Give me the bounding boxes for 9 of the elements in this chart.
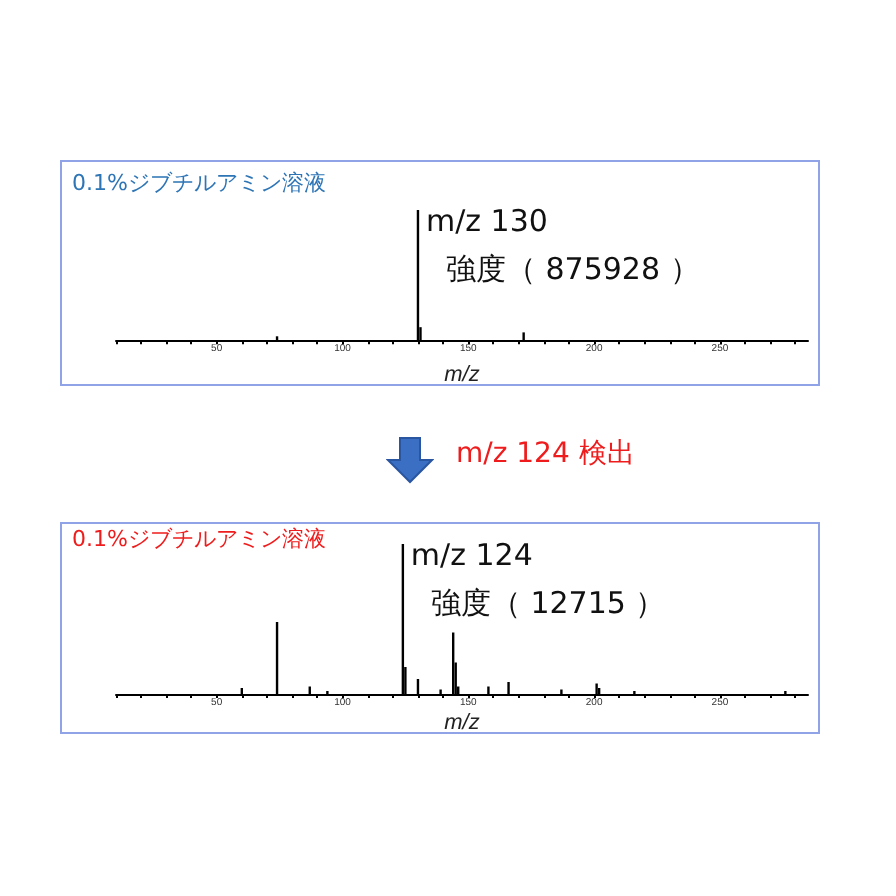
chart-subtitle: 0.1%ジブチルアミン溶液: [72, 170, 326, 196]
chart-subtitle: 0.1%ジブチルアミン溶液: [72, 526, 326, 552]
chart-title: m/z 124 検出: [456, 438, 635, 470]
x-axis-title: m/z: [444, 363, 481, 387]
annotation: 強度（ 875928 ）: [445, 251, 700, 287]
annotation: m/z 130: [425, 203, 548, 239]
annotation: 強度（ 12715 ）: [430, 585, 666, 621]
annotation: m/z 124: [410, 537, 533, 573]
x-axis-title: m/z: [444, 711, 481, 735]
